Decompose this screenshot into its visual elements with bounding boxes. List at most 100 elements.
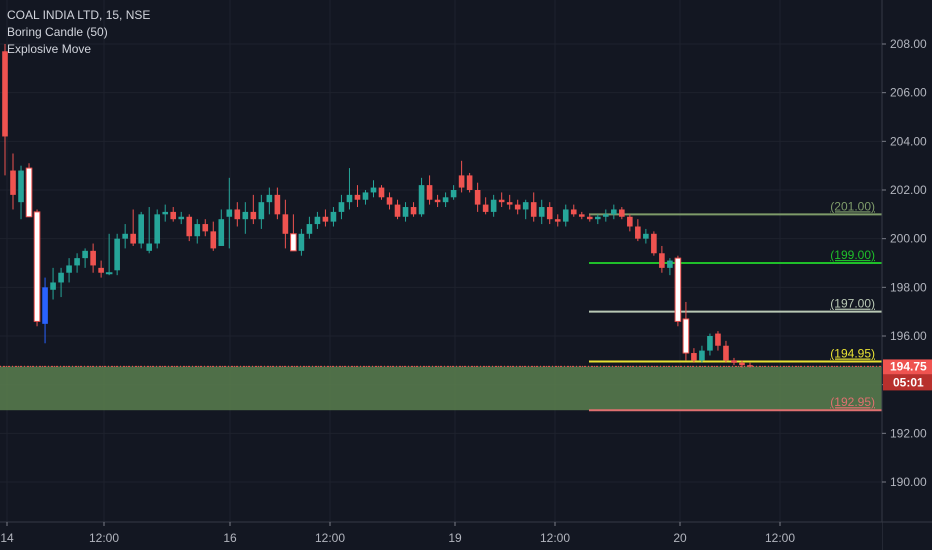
- price-axis[interactable]: [882, 0, 932, 550]
- chart-legend: COAL INDIA LTD, 15, NSE Boring Candle (5…: [7, 7, 150, 58]
- candle: [667, 260, 673, 268]
- time-tick-label: 20: [673, 531, 687, 545]
- candle: [386, 197, 393, 205]
- candle: [346, 194, 353, 203]
- level-label: (197.00): [830, 297, 875, 311]
- last-price-value: 194.75: [890, 359, 927, 373]
- candle: [58, 272, 64, 283]
- candle: [322, 216, 329, 222]
- candle: [282, 214, 289, 234]
- candle: [474, 189, 481, 205]
- candle: [723, 345, 729, 361]
- candle: [226, 209, 233, 217]
- candle: [682, 318, 690, 354]
- demand-zone: [0, 366, 882, 411]
- candle: [234, 209, 241, 220]
- price-tick-label: 190.00: [890, 475, 927, 489]
- candle: [522, 202, 529, 210]
- candle: [74, 258, 80, 266]
- candle: [82, 250, 88, 259]
- candle: [18, 170, 24, 203]
- price-tick-label: 204.00: [890, 134, 927, 148]
- candle: [402, 207, 409, 217]
- candle: [314, 216, 321, 225]
- candle: [394, 204, 401, 217]
- symbol-title[interactable]: COAL INDIA LTD, 15, NSE: [7, 8, 151, 22]
- candle: [570, 209, 577, 215]
- candle: [651, 233, 657, 254]
- bar-countdown: 05:01: [893, 375, 924, 389]
- candle: [370, 187, 377, 193]
- candle: [674, 257, 682, 322]
- indicator-boring-candle[interactable]: Boring Candle (50): [7, 25, 108, 39]
- price-tick-label: 200.00: [890, 232, 927, 246]
- candle: [122, 233, 128, 239]
- candle: [25, 167, 33, 218]
- candle: [611, 209, 617, 215]
- candle: [66, 265, 72, 273]
- candle: [154, 214, 161, 244]
- candle: [2, 51, 8, 137]
- candle: [178, 216, 185, 220]
- candle: [530, 202, 537, 217]
- candle: [266, 194, 273, 203]
- time-axis[interactable]: [0, 522, 882, 550]
- time-tick-label: 12:00: [315, 531, 345, 545]
- candle: [114, 238, 120, 271]
- candle: [747, 365, 753, 367]
- candle: [194, 224, 201, 237]
- level-label: (194.95): [830, 347, 875, 361]
- candle: [731, 360, 737, 363]
- price-tick-label: 208.00: [890, 37, 927, 51]
- candle: [90, 250, 96, 266]
- price-tick-label: 196.00: [890, 329, 927, 343]
- candle: [627, 216, 633, 227]
- candle: [490, 199, 497, 212]
- candle: [105, 272, 113, 275]
- candle: [434, 199, 441, 203]
- price-tick-label: 198.00: [890, 280, 927, 294]
- candle: [202, 224, 209, 232]
- candle: [274, 194, 281, 215]
- candle: [635, 226, 641, 239]
- time-tick-label: 19: [448, 531, 462, 545]
- time-tick-label: 12:00: [540, 531, 570, 545]
- candle: [138, 214, 144, 244]
- candle: [450, 189, 457, 198]
- time-tick-label: 12:00: [89, 531, 119, 545]
- candle: [426, 185, 433, 200]
- candle: [418, 185, 425, 215]
- candle: [707, 335, 713, 351]
- countdown-tag: [883, 374, 932, 391]
- time-tick-label: 16: [223, 531, 237, 545]
- candle: [466, 175, 473, 190]
- candle: [482, 204, 489, 212]
- level-label: (192.95): [830, 395, 875, 409]
- candle: [442, 197, 449, 203]
- candle: [458, 175, 465, 188]
- candle: [362, 192, 369, 200]
- candle: [739, 362, 745, 366]
- candle: [162, 211, 169, 215]
- candle: [298, 233, 305, 251]
- indicator-explosive-move[interactable]: Explosive Move: [7, 42, 92, 56]
- candle: [242, 211, 249, 220]
- candle: [586, 216, 593, 220]
- price-tick-label: 192.00: [890, 426, 927, 440]
- candle: [250, 211, 257, 220]
- candle: [210, 231, 217, 249]
- candle: [554, 219, 561, 222]
- candle: [538, 207, 545, 217]
- candle: [619, 209, 625, 217]
- candle: [715, 333, 721, 346]
- candle: [290, 233, 297, 252]
- price-tick-label: 202.00: [890, 183, 927, 197]
- level-label: (199.00): [830, 248, 875, 262]
- candle: [186, 216, 193, 237]
- level-label: (201.00): [830, 199, 875, 213]
- candle: [50, 282, 56, 290]
- candle: [338, 202, 345, 212]
- candle: [218, 219, 225, 246]
